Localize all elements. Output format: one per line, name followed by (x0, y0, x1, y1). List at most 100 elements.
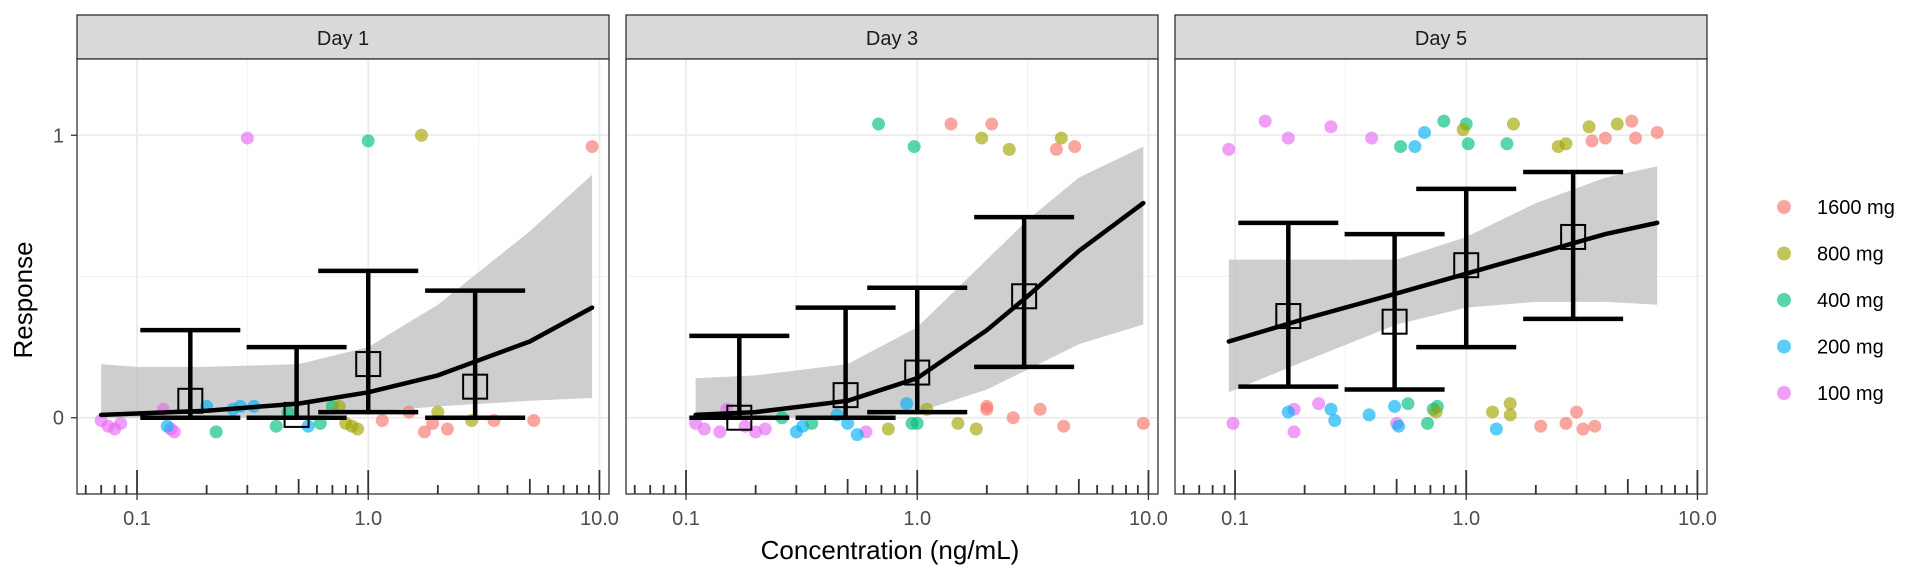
mean-marker (462, 373, 489, 400)
facet-panel: Day 1 0.1 1.0 10.0 0 1 (53, 14, 619, 530)
data-point (907, 140, 921, 154)
mean-marker (1275, 303, 1302, 330)
data-point (975, 131, 989, 145)
data-point (440, 422, 454, 436)
x-tick-label: 10.0 (1129, 508, 1168, 530)
x-axis-title: Concentration (ng/mL) (761, 535, 1020, 565)
data-point (1610, 117, 1624, 131)
panel-border (76, 58, 610, 495)
data-point (209, 425, 223, 439)
data-point (1421, 416, 1435, 430)
mean-marker (904, 359, 931, 386)
facet-title: Day 1 (317, 28, 369, 50)
data-point (426, 416, 440, 430)
data-point (1576, 422, 1590, 436)
data-point (969, 422, 983, 436)
data-point (1506, 117, 1520, 131)
data-point (1287, 425, 1301, 439)
data-point (944, 117, 958, 131)
data-point (431, 405, 445, 419)
data-point (1503, 397, 1517, 411)
data-point (1054, 131, 1068, 145)
data-point (351, 422, 365, 436)
data-point (872, 117, 886, 131)
facet-strip (1174, 14, 1708, 60)
data-point (1461, 137, 1475, 151)
legend-label: 400 mg (1817, 290, 1884, 312)
data-point (361, 134, 375, 148)
mean-marker (1560, 223, 1587, 250)
data-point (841, 416, 855, 430)
data-point (1559, 416, 1573, 430)
data-point (1559, 137, 1573, 151)
data-point (240, 131, 254, 145)
data-point (910, 416, 924, 430)
data-point (417, 425, 431, 439)
confidence-ribbon (101, 174, 593, 418)
x-tick-label: 10.0 (580, 508, 619, 530)
data-point (1456, 123, 1470, 137)
data-point (1388, 399, 1402, 413)
panel-border (1174, 58, 1708, 495)
data-point (1392, 419, 1406, 433)
y-tick-label: 0 (53, 408, 64, 430)
x-tick-label: 0.1 (1221, 508, 1249, 530)
fit-curve (693, 200, 1146, 418)
data-point (332, 399, 346, 413)
mean-marker (1381, 308, 1408, 335)
data-point (1486, 405, 1500, 419)
data-point (980, 402, 994, 416)
x-tick-label: 1.0 (354, 508, 382, 530)
data-point (1503, 408, 1517, 422)
data-point (415, 128, 429, 142)
data-point (1258, 114, 1272, 128)
mean-marker (177, 387, 204, 414)
data-point (758, 422, 772, 436)
data-point (1068, 140, 1082, 154)
facet-panel: Day 3 0.1 1.0 10.0 (625, 14, 1168, 530)
facet-title: Day 5 (1415, 28, 1467, 50)
data-point (1324, 402, 1338, 416)
data-point (1570, 405, 1584, 419)
data-point (1582, 120, 1596, 134)
x-tick-label: 0.1 (672, 508, 700, 530)
facet-panel: Day 5 0.1 1.0 10.0 (1174, 14, 1717, 530)
data-point (805, 416, 819, 430)
y-axis-title: Response (8, 241, 38, 358)
data-point (375, 414, 389, 428)
data-point (114, 416, 128, 430)
data-point (1136, 416, 1150, 430)
data-point (1500, 137, 1514, 151)
legend-key (1777, 339, 1791, 354)
data-point (1588, 419, 1602, 433)
data-point (985, 117, 999, 131)
data-point (1006, 411, 1020, 425)
data-point (1362, 408, 1376, 422)
data-point (697, 422, 711, 436)
mean-marker (726, 404, 753, 431)
data-point (1002, 142, 1016, 156)
data-point (850, 428, 864, 442)
legend-key (1777, 200, 1791, 214)
x-tick-label: 10.0 (1678, 508, 1717, 530)
legend-label: 1600 mg (1817, 197, 1895, 219)
mean-marker (355, 351, 382, 378)
data-point (1394, 140, 1408, 154)
data-point (1489, 422, 1503, 436)
data-point (881, 422, 895, 436)
data-point (1328, 414, 1342, 428)
x-tick-label: 1.0 (1452, 508, 1480, 530)
legend-key (1777, 293, 1791, 307)
mean-marker (1011, 283, 1038, 310)
facet-panels: Day 1 0.1 1.0 10.0 0 1 Day 3 0.1 1.0 10.0 Day 5 0.1… (53, 14, 1717, 530)
x-tick-label: 1.0 (903, 508, 931, 530)
data-point (1324, 120, 1338, 134)
data-point (1534, 419, 1548, 433)
panel-border (625, 58, 1159, 495)
legend-label: 100 mg (1817, 383, 1884, 405)
data-point (160, 419, 174, 433)
data-point (1049, 142, 1063, 156)
data-point (1650, 125, 1664, 139)
